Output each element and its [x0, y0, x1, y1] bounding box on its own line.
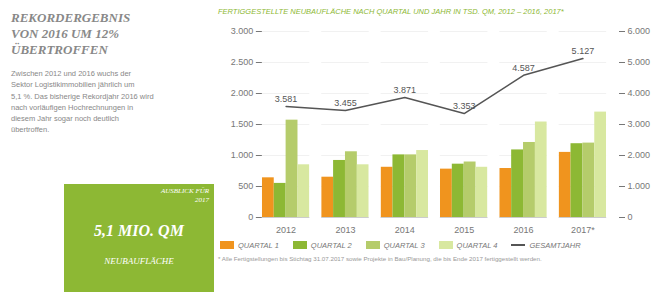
svg-text:1.500: 1.500: [231, 119, 254, 129]
svg-text:1.000: 1.000: [628, 181, 651, 191]
html-text:ÜBERTROFFEN: ÜBERTROFFEN: [11, 42, 108, 57]
svg-text:3.871: 3.871: [394, 85, 417, 95]
svg-text:4.587: 4.587: [512, 63, 535, 73]
svg-text:1.000: 1.000: [231, 150, 254, 160]
svg-text:4.000: 4.000: [628, 88, 651, 98]
html-text:GESAMTJAHR: GESAMTJAHR: [529, 240, 581, 250]
svg-text:2016: 2016: [514, 225, 534, 235]
svg-text:3.000: 3.000: [231, 26, 254, 36]
svg-text:5.127: 5.127: [572, 46, 595, 56]
html-text:QUARTAL 1: QUARTAL 1: [238, 240, 279, 250]
html-text:REKORDERGEBNIS: REKORDERGEBNIS: [11, 10, 131, 25]
svg-text:3.000: 3.000: [628, 119, 651, 129]
html-text:AUSBLICK FÜR 2017: AUSBLICK FÜR 2017: [161, 187, 209, 204]
svg-text:0: 0: [628, 212, 633, 222]
html-text:QUARTAL 4: QUARTAL 4: [456, 240, 498, 250]
svg-text:2012: 2012: [276, 225, 296, 235]
svg-text:2014: 2014: [395, 225, 415, 235]
svg-text:6.000: 6.000: [628, 26, 651, 36]
html-text:QUARTAL 3: QUARTAL 3: [383, 240, 425, 250]
html-text:FERTIGGESTELLTE NEUBAUFLÄCHE N: FERTIGGESTELLTE NEUBAUFLÄCHE NACH QUARTA…: [218, 7, 564, 16]
svg-text:3.353: 3.353: [453, 101, 476, 111]
svg-text:2013: 2013: [335, 225, 355, 235]
html-text:5,1 MIO. QM: 5,1 MIO. QM: [94, 222, 184, 239]
svg-text:2015: 2015: [454, 225, 474, 235]
html-text:NEUBAUFLÄCHE: NEUBAUFLÄCHE: [104, 256, 174, 266]
html-text:VON 2016 UM 12%: VON 2016 UM 12%: [11, 26, 119, 41]
svg-text:2.000: 2.000: [231, 88, 254, 98]
svg-text:2.500: 2.500: [231, 57, 254, 67]
svg-text:3.455: 3.455: [334, 98, 357, 108]
svg-text:2017*: 2017*: [571, 225, 595, 235]
svg-text:0: 0: [248, 212, 253, 222]
svg-text:3.581: 3.581: [275, 94, 298, 104]
svg-text:5.000: 5.000: [628, 57, 651, 67]
svg-text:2.000: 2.000: [628, 150, 651, 160]
html-text:* Alle Fertigstellungen bis St: * Alle Fertigstellungen bis Stichtag 31.…: [218, 255, 542, 262]
html-text:QUARTAL 2: QUARTAL 2: [310, 240, 352, 250]
html-text:Zwischen 2012 und 2016 wuchs d: Zwischen 2012 und 2016 wuchs der Sektor …: [11, 69, 154, 135]
svg-text:500: 500: [238, 181, 253, 191]
